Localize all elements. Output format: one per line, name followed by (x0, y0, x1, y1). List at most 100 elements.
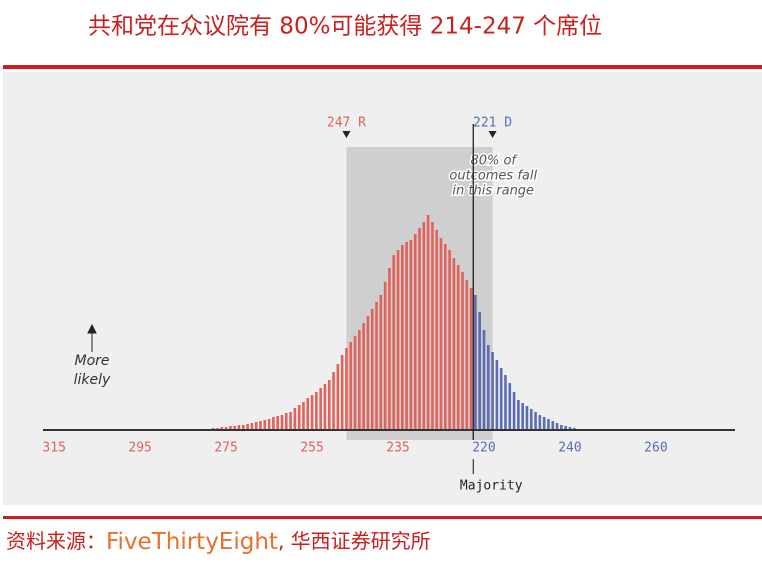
title-rule (3, 65, 762, 69)
bar (469, 288, 473, 430)
bar (345, 348, 348, 430)
bar (448, 250, 451, 430)
bar (319, 388, 322, 430)
bar (315, 392, 318, 430)
likely-label: More (74, 353, 109, 369)
range-arrow (488, 131, 497, 138)
bar (229, 426, 232, 430)
bar (259, 421, 262, 430)
bar (482, 330, 486, 430)
bar (568, 427, 572, 430)
bar (254, 422, 258, 430)
bar (306, 398, 310, 430)
source-rule (3, 516, 762, 519)
bar (336, 364, 340, 430)
bar (246, 424, 249, 430)
bar (560, 425, 563, 430)
bar (499, 368, 503, 430)
bar (474, 295, 477, 430)
bar (237, 425, 241, 430)
bar (358, 330, 361, 430)
title: 共和党在众议院有 80%可能获得 214-247 个席位 (88, 14, 602, 40)
bar (435, 230, 439, 430)
x-tick-label: 255 (300, 441, 323, 456)
bar (461, 272, 464, 430)
range-note: 80% of (470, 154, 518, 169)
bar (289, 412, 292, 430)
bar (220, 427, 224, 430)
bar (504, 375, 507, 430)
bar (491, 352, 494, 430)
bar (478, 312, 481, 430)
bar (340, 355, 344, 430)
bar (250, 423, 254, 430)
bar (529, 409, 533, 430)
source-label: 资料来源： (6, 529, 106, 553)
range-arrow (342, 131, 351, 138)
bar (293, 408, 297, 430)
bar (353, 336, 357, 430)
likely-arrow (87, 323, 97, 352)
bar (512, 392, 516, 430)
bar (349, 342, 353, 430)
bar (272, 417, 275, 430)
bar (452, 258, 456, 430)
bar (241, 425, 245, 430)
bar (508, 383, 512, 430)
bar (375, 302, 378, 430)
bar (418, 228, 421, 430)
bar (276, 416, 279, 430)
bar (542, 417, 546, 430)
x-tick-label: 275 (214, 441, 237, 456)
bar (362, 323, 365, 430)
bar (534, 412, 537, 430)
bar (263, 420, 267, 430)
bar (413, 234, 417, 430)
bar (310, 395, 314, 430)
bar (267, 419, 271, 430)
range-right-label: 221 D (473, 116, 512, 131)
source: 资料来源：FiveThirtyEight, 华西证券研究所 (6, 529, 431, 555)
bar (302, 402, 305, 430)
source-name: FiveThirtyEight (106, 529, 278, 555)
majority-label: Majority (460, 479, 523, 494)
bar (280, 415, 284, 430)
bar (379, 295, 383, 430)
range-left-label: 247 R (327, 116, 366, 131)
x-tick-label: 295 (128, 441, 151, 456)
range-note: in this range (452, 184, 534, 199)
bar (405, 242, 408, 430)
x-tick-label: 240 (558, 441, 581, 456)
bar (456, 265, 460, 430)
bar (224, 427, 228, 430)
bar (323, 384, 327, 430)
x-tick-label: 220 (472, 441, 495, 456)
bar (517, 400, 520, 430)
bar (547, 419, 550, 430)
bar (392, 255, 396, 430)
bar (426, 215, 430, 430)
x-tick-label: 260 (644, 441, 667, 456)
bar (409, 240, 413, 430)
x-tick-label: 315 (42, 441, 65, 456)
bar (521, 403, 524, 430)
bar (525, 406, 529, 430)
bar (383, 282, 387, 430)
bar (564, 426, 567, 430)
bar (465, 280, 469, 430)
bar (366, 316, 370, 430)
bar (555, 423, 559, 430)
bar (422, 222, 426, 430)
bar (388, 268, 391, 430)
likely-label: likely (74, 372, 111, 388)
bar (439, 238, 443, 430)
bar (444, 244, 447, 430)
bar (486, 345, 490, 430)
bar (297, 405, 301, 430)
bar (332, 372, 335, 430)
source-rest: , 华西证券研究所 (278, 529, 431, 553)
bar (327, 380, 331, 430)
bar (284, 413, 288, 430)
